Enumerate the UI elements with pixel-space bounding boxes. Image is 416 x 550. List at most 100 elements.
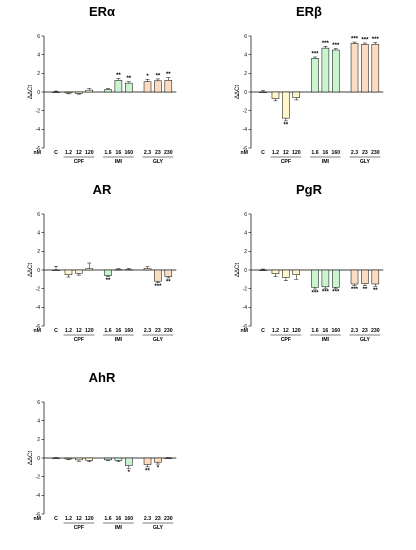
x-tick-label: 1.2 <box>272 150 279 156</box>
x-tick-label: 1.2 <box>272 328 279 334</box>
x-tick-label: 120 <box>292 328 301 334</box>
y-tick-label: -2 <box>36 286 41 292</box>
y-tick-label: 4 <box>37 418 40 424</box>
y-tick-label: -2 <box>243 108 248 114</box>
bar <box>125 82 133 93</box>
bar <box>52 457 60 459</box>
x-tick-label: C <box>54 516 58 522</box>
y-tick-label: 4 <box>37 230 40 236</box>
significance-label: ** <box>284 122 289 128</box>
group-label: CPF <box>281 337 291 343</box>
bar <box>371 44 380 93</box>
x-tick-label: 120 <box>85 328 94 334</box>
significance-label: ** <box>106 278 111 284</box>
bar <box>271 91 280 99</box>
bar <box>114 457 123 461</box>
chart-panel-2: AR -6 -4 -2 0 2 4 6 ΔΔCt C 1.2 12 120 ** 1.6 16 160 2.3 **… <box>28 182 177 343</box>
x-tick-label: 230 <box>164 150 173 156</box>
y-tick-label: 0 <box>37 90 40 96</box>
y-tick-label: -4 <box>36 493 41 499</box>
bar <box>321 269 330 288</box>
x-tick-label: 23 <box>362 328 368 334</box>
y-tick-label: -4 <box>36 127 41 133</box>
bar <box>259 91 267 93</box>
bar <box>292 269 301 275</box>
bar <box>143 457 152 465</box>
bar <box>164 80 173 93</box>
units-label: nM <box>34 150 42 156</box>
group-label: GLY <box>153 159 164 165</box>
x-tick-label: 16 <box>323 150 329 156</box>
significance-label: *** <box>351 37 359 43</box>
y-axis-label: ΔΔCt <box>28 451 34 465</box>
bar <box>292 91 301 98</box>
x-tick-label: 1.2 <box>65 328 72 334</box>
x-tick-label: C <box>54 328 58 334</box>
x-tick-label: 230 <box>164 516 173 522</box>
bar <box>332 269 340 288</box>
y-tick-label: 0 <box>244 90 247 96</box>
group-label: GLY <box>153 337 164 343</box>
bar <box>64 91 73 94</box>
x-tick-label: 12 <box>283 150 289 156</box>
x-tick-label: C <box>261 328 265 334</box>
significance-label: ** <box>166 279 171 285</box>
group-label: GLY <box>360 159 371 165</box>
x-tick-label: 160 <box>331 150 340 156</box>
chart-panel-4: AhR -6 -4 -2 0 2 4 6 ΔΔCt C 1.2 12 120 1.6 16 * 160 ** 2.3… <box>28 370 177 531</box>
group-label: CPF <box>74 337 84 343</box>
bar <box>85 89 94 93</box>
x-tick-label: 12 <box>76 516 82 522</box>
x-tick-label: 120 <box>85 150 94 156</box>
y-tick-label: 4 <box>244 52 247 58</box>
y-tick-label: 6 <box>37 400 40 406</box>
y-tick-label: -2 <box>243 286 248 292</box>
bar <box>259 269 267 271</box>
chart-title: ERβ <box>296 4 322 19</box>
bar <box>75 269 83 274</box>
x-tick-label: 2.3 <box>351 328 358 334</box>
y-tick-label: -2 <box>36 108 41 114</box>
bar <box>104 269 112 276</box>
significance-label: ** <box>145 468 150 474</box>
bar <box>321 47 330 93</box>
y-tick-label: 6 <box>37 34 40 40</box>
group-label: IMI <box>322 337 330 343</box>
bar <box>282 269 290 278</box>
x-tick-label: 2.3 <box>144 516 151 522</box>
x-tick-label: 120 <box>85 516 94 522</box>
x-tick-label: 23 <box>362 150 368 156</box>
bar <box>75 457 83 461</box>
y-tick-label: 0 <box>37 456 40 462</box>
y-tick-label: -6 <box>243 324 248 330</box>
bar <box>143 81 152 93</box>
group-label: IMI <box>322 159 330 165</box>
y-tick-label: -6 <box>243 146 248 152</box>
x-tick-label: 23 <box>155 328 161 334</box>
y-tick-label: -6 <box>36 512 41 518</box>
significance-label: ** <box>363 287 368 293</box>
bar <box>143 268 152 271</box>
bar <box>271 269 280 274</box>
bar <box>311 58 319 93</box>
y-tick-label: -4 <box>243 305 248 311</box>
y-tick-label: 4 <box>37 52 40 58</box>
chart-title: PgR <box>296 182 323 197</box>
bar <box>311 269 319 288</box>
y-tick-label: 4 <box>244 230 247 236</box>
bar <box>164 269 173 277</box>
bar <box>154 269 162 282</box>
bar <box>104 457 112 461</box>
y-tick-label: -4 <box>243 127 248 133</box>
significance-label: *** <box>351 287 359 293</box>
significance-label: *** <box>311 52 319 58</box>
units-label: nM <box>241 328 249 334</box>
y-tick-label: 6 <box>244 34 247 40</box>
x-tick-label: 2.3 <box>144 150 151 156</box>
x-tick-label: 1.6 <box>311 328 318 334</box>
x-tick-label: 12 <box>76 328 82 334</box>
y-tick-label: 2 <box>37 249 40 255</box>
significance-label: ** <box>373 288 378 294</box>
bar <box>154 457 162 463</box>
